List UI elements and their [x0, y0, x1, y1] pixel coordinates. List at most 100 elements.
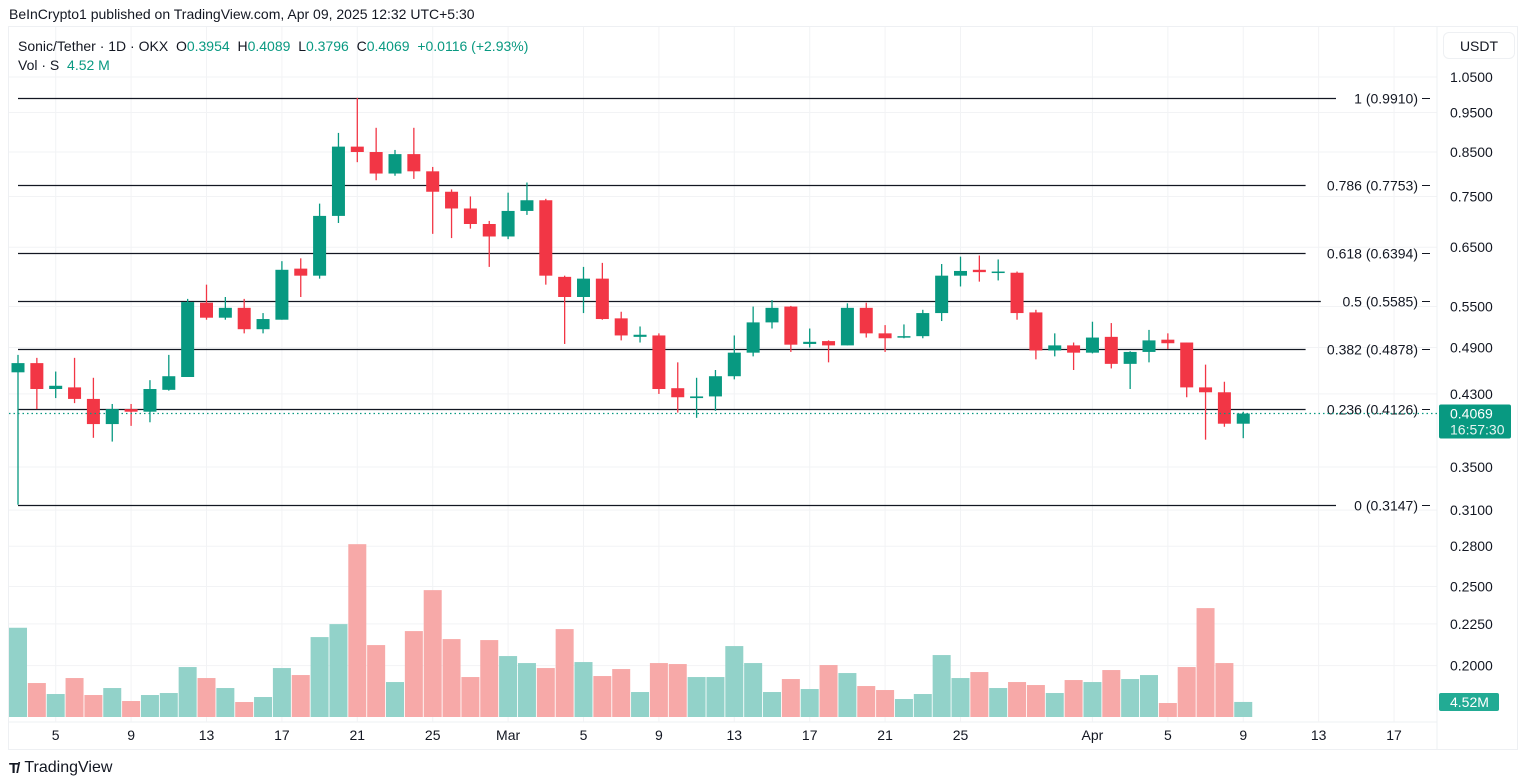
change-value: +0.0116 (+2.93%) — [417, 38, 529, 54]
volume-bar — [687, 677, 706, 717]
last-price-value: 0.4069 — [1450, 406, 1493, 422]
fib-level-label: 0.382 (0.4878) — [1327, 342, 1418, 358]
candle-body — [350, 146, 364, 153]
volume-bar — [932, 655, 951, 717]
candle-body — [765, 307, 779, 323]
symbol-legend: Sonic/Tether · 1D · OKX O0.3954 H0.4089 … — [18, 37, 528, 75]
volume-bar — [235, 702, 254, 717]
low-label: L — [298, 38, 306, 54]
volume-bar — [781, 679, 800, 717]
candle-body — [1104, 336, 1118, 364]
close-label: C — [356, 38, 367, 54]
date-tick-label: 9 — [127, 727, 135, 743]
fib-level-label: 0 (0.3147) — [1354, 498, 1418, 514]
tradingview-brand[interactable]: T/ TradingView — [9, 759, 112, 777]
currency-button[interactable]: USDT — [1443, 32, 1515, 59]
volume-bar — [65, 678, 84, 717]
candle-body — [1161, 339, 1175, 344]
volume-bar — [725, 646, 744, 717]
candle-body — [124, 409, 138, 412]
date-tick-label: 13 — [727, 727, 743, 743]
candle-body — [595, 278, 609, 320]
volume-bar — [480, 640, 499, 717]
candle-body — [1010, 272, 1024, 314]
volume-bar — [517, 663, 536, 717]
volume-bar — [555, 629, 574, 717]
candle-body — [1236, 413, 1250, 424]
volume-bar — [1064, 680, 1083, 717]
candle-body — [237, 307, 251, 330]
candle-body — [68, 387, 82, 399]
volume-bar — [254, 697, 273, 717]
volume-label[interactable]: Vol · S — [18, 57, 60, 73]
candle-body — [445, 191, 459, 209]
volume-bar — [876, 690, 895, 717]
volume-bar — [649, 663, 668, 717]
candle-body — [803, 341, 817, 344]
volume-bar — [140, 695, 159, 717]
volume-bar — [574, 662, 593, 717]
fibonacci-levels: 1 (0.9910) 0.786 (0.7753) 0.618 (0.6394) 0.… — [18, 91, 1430, 514]
date-tick-label: 17 — [1386, 727, 1402, 743]
volume-bar — [329, 624, 348, 717]
candle-body — [1180, 342, 1194, 388]
close-value: 0.4069 — [366, 38, 410, 54]
volume-bar — [857, 686, 876, 717]
price-tick-label: 0.3100 — [1450, 502, 1493, 518]
date-tick-label: 25 — [953, 727, 969, 743]
candle-body — [935, 275, 949, 314]
candle-body — [577, 278, 590, 298]
volume-bars — [9, 544, 1253, 717]
volume-bar — [1008, 682, 1027, 717]
fib-level-label: 1 (0.9910) — [1354, 91, 1418, 107]
candle-body — [407, 154, 421, 172]
volume-bar — [103, 688, 122, 717]
candle-body — [1199, 387, 1213, 393]
volume-bar — [46, 694, 65, 717]
volume-bar — [706, 677, 725, 717]
date-tick-label: 17 — [802, 727, 818, 743]
candles — [11, 97, 1250, 505]
brand-name: TradingView — [24, 759, 113, 776]
date-tick-label: 17 — [274, 727, 290, 743]
candle-body — [840, 307, 854, 346]
symbol-name[interactable]: Sonic/Tether · 1D · OKX — [18, 38, 169, 54]
countdown-timer: 16:57:30 — [1450, 422, 1505, 438]
volume-bar — [894, 699, 913, 717]
high-label: H — [237, 38, 248, 54]
date-tick-label: 9 — [655, 727, 663, 743]
volume-bar — [348, 544, 367, 717]
candle-body — [878, 333, 892, 339]
candle-body — [671, 388, 685, 398]
fib-level-label: 0.618 (0.6394) — [1327, 246, 1418, 262]
date-tick-label: 13 — [199, 727, 215, 743]
candle-body — [143, 389, 157, 412]
candle-body — [539, 200, 553, 276]
candle-body — [200, 302, 213, 318]
volume-bar — [291, 675, 310, 717]
date-tick-label: 5 — [52, 727, 60, 743]
candle-body — [897, 336, 911, 338]
volume-bar — [989, 688, 1008, 717]
volume-bar — [159, 693, 178, 717]
candle-body — [1029, 312, 1043, 351]
volume-bar — [1026, 685, 1045, 717]
candle-body — [331, 146, 345, 216]
candle-body — [256, 319, 270, 330]
volume-bar — [744, 663, 763, 717]
volume-bar — [951, 678, 970, 717]
date-tick-label: 25 — [425, 727, 441, 743]
volume-bar — [838, 673, 857, 717]
volume-bar — [9, 627, 27, 717]
volume-bar — [763, 692, 781, 717]
candle-body — [1067, 345, 1081, 353]
volume-bar — [1215, 663, 1234, 717]
volume-bar — [442, 639, 461, 717]
candle-body — [991, 271, 1005, 274]
date-tick-label: 13 — [1311, 727, 1327, 743]
candle-body — [388, 154, 402, 174]
candle-body — [294, 268, 308, 276]
price-tick-label: 0.2800 — [1450, 538, 1493, 554]
date-tick-label: Apr — [1082, 727, 1104, 743]
